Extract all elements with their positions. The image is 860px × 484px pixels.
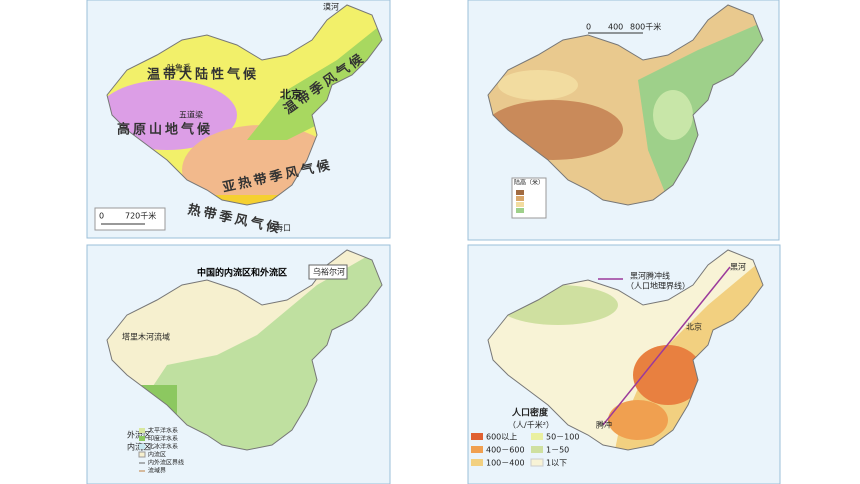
legend-label: 内流区: [148, 451, 166, 459]
scale-label: 0: [99, 212, 104, 221]
population-panel: 黑河腾冲线 （人口地理界线） 黑河 北京 腾冲 人口密度 （人/千米²） 600…: [467, 244, 781, 484]
legend-swatch: [516, 208, 524, 213]
legend-swatch: [516, 190, 524, 195]
legend: 600以上 400－600 100－400 50－100 1－50 1以下: [471, 433, 579, 468]
legend: 太平洋水系 印度洋水系 北冰洋水系 内流区 内外流区界线 流域界: [138, 427, 184, 475]
legend-title: 陆高（米）: [514, 179, 544, 187]
region-fill: [471, 446, 483, 453]
drainage-panel: 中国的内流区和外流区 乌裕尔河 塔里木河流域 外流区 内流区 太平洋水系 印度洋…: [86, 244, 391, 484]
basin-label: 塔里木河流域: [122, 332, 170, 342]
place: 吐鲁番: [167, 63, 191, 73]
place: 海口: [275, 223, 291, 233]
region-label: 高原山地气候: [117, 122, 213, 138]
place: 黑河: [730, 262, 746, 272]
scale-label: 720千米: [125, 211, 156, 221]
region-fill: [107, 80, 237, 150]
region-fill: [608, 400, 668, 440]
legend-label: 1以下: [546, 459, 567, 468]
region-fill: [139, 428, 145, 433]
legend-label: 400－600: [486, 446, 525, 455]
line-note: （人口地理界线）: [626, 281, 690, 291]
region-fill: [531, 446, 543, 453]
legend-label: 太平洋水系: [148, 427, 178, 435]
legend-swatch: [516, 196, 524, 201]
region-fill: [498, 70, 578, 100]
climate-panel: 温带大陆性气候 高原山地气候 温带季风气候 亚热带季风气候 热带季风气候 北京 …: [86, 0, 391, 239]
river-label: 乌裕尔河: [313, 267, 345, 277]
legend-label: 100－400: [486, 459, 525, 468]
legend-swatch: [516, 202, 524, 207]
region-fill: [633, 345, 703, 405]
legend-label: 北冰洋水系: [148, 443, 178, 451]
region-label: 温带大陆性气候: [147, 67, 259, 83]
line-label: 黑河腾冲线: [630, 271, 670, 281]
legend-label: 50－100: [546, 433, 579, 442]
region-fill: [653, 90, 693, 140]
legend-label: 1－50: [546, 446, 569, 455]
scale-label: 800千米: [630, 22, 661, 32]
region-fill: [197, 195, 317, 205]
region-fill: [139, 436, 145, 441]
scale-label: 0: [586, 23, 591, 32]
place: 北京: [686, 322, 702, 332]
legend-title: 人口密度: [511, 407, 549, 419]
scale-label: 400: [608, 23, 623, 32]
legend-label: 流域界: [148, 467, 166, 475]
map-title: 中国的内流区和外流区: [197, 267, 287, 279]
place: 五道梁: [179, 110, 203, 120]
region-fill: [138, 451, 146, 458]
label-box: [308, 264, 348, 280]
region-fill: [471, 459, 483, 466]
hu-line: [602, 266, 731, 426]
terrain-panel: 0 400 800千米 陆高（米）: [467, 0, 780, 241]
legend-label: 印度洋水系: [148, 435, 178, 443]
legend-unit: （人/千米²）: [508, 420, 554, 430]
place: 腾冲: [596, 420, 612, 430]
region-fill: [471, 433, 483, 440]
region-fill: [531, 433, 543, 440]
region-label: 外流区: [127, 430, 151, 440]
legend-label: 内外流区界线: [148, 459, 184, 467]
legend-label: 600以上: [486, 433, 517, 442]
place: 漠河: [323, 2, 339, 12]
place: 北京: [280, 87, 302, 101]
region-fill: [530, 458, 544, 467]
region-fill: [139, 444, 145, 449]
